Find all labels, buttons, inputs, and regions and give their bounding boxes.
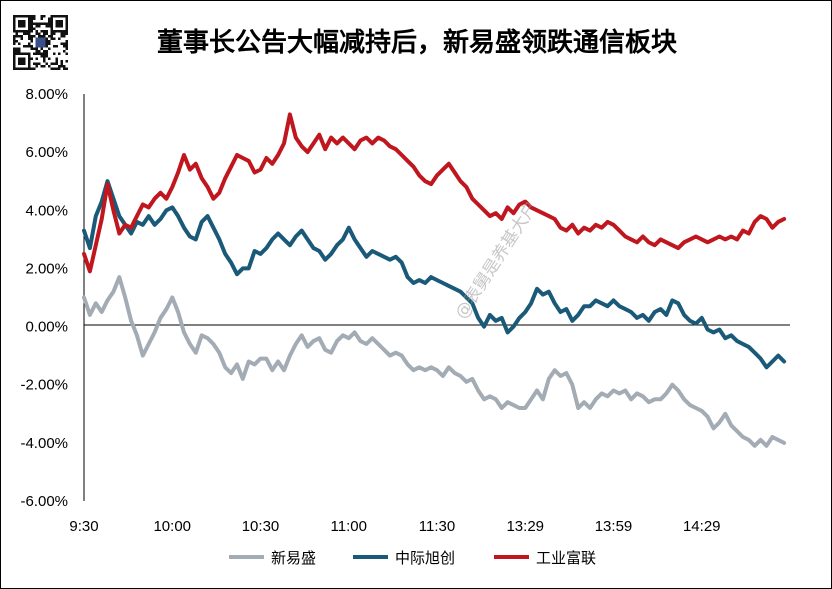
- y-tick-label: -6.00%: [20, 493, 68, 510]
- y-axis-tick-labels: 8.00% 6.00% 4.00% 2.00% 0.00% -2.00% -4.00% -6.…: [20, 86, 68, 510]
- legend-label: 工业富联: [536, 549, 596, 567]
- legend-label: 新易盛: [271, 549, 316, 567]
- chart-title: 董事长公告大幅减持后，新易盛领跌通信板块: [157, 27, 677, 58]
- x-tick-label: 13:59: [595, 518, 633, 535]
- x-tick-label: 11:30: [419, 518, 455, 535]
- y-tick-label: 2.00%: [25, 260, 68, 277]
- y-tick-label: 4.00%: [25, 202, 68, 219]
- series-line-2: [82, 112, 787, 274]
- x-tick-label: 9:30: [69, 518, 98, 535]
- x-tick-label: 13:29: [506, 518, 544, 535]
- y-tick-label: 0.00%: [25, 319, 68, 336]
- chart-legend: 新易盛 中际旭创 工业富联: [229, 549, 596, 567]
- x-axis-tick-labels: 9:30 10:00 10:30 11:00 11:30 13:29 13:59 14:29: [69, 518, 720, 535]
- y-tick-label: -2.00%: [20, 377, 68, 394]
- y-tick-label: 8.00%: [25, 86, 68, 103]
- y-tick-label: -4.00%: [20, 435, 68, 452]
- series-line-1: [82, 179, 787, 370]
- x-tick-label: 10:00: [153, 518, 191, 535]
- x-tick-label: 14:29: [683, 518, 721, 535]
- x-tick-label: 10:30: [242, 518, 280, 535]
- qr-code-icon: [13, 15, 68, 70]
- x-tick-label: 11:00: [331, 518, 367, 535]
- y-tick-label: 6.00%: [25, 144, 68, 161]
- series-lines: [82, 112, 787, 448]
- series-line-0: [82, 275, 787, 448]
- legend-label: 中际旭创: [395, 549, 455, 567]
